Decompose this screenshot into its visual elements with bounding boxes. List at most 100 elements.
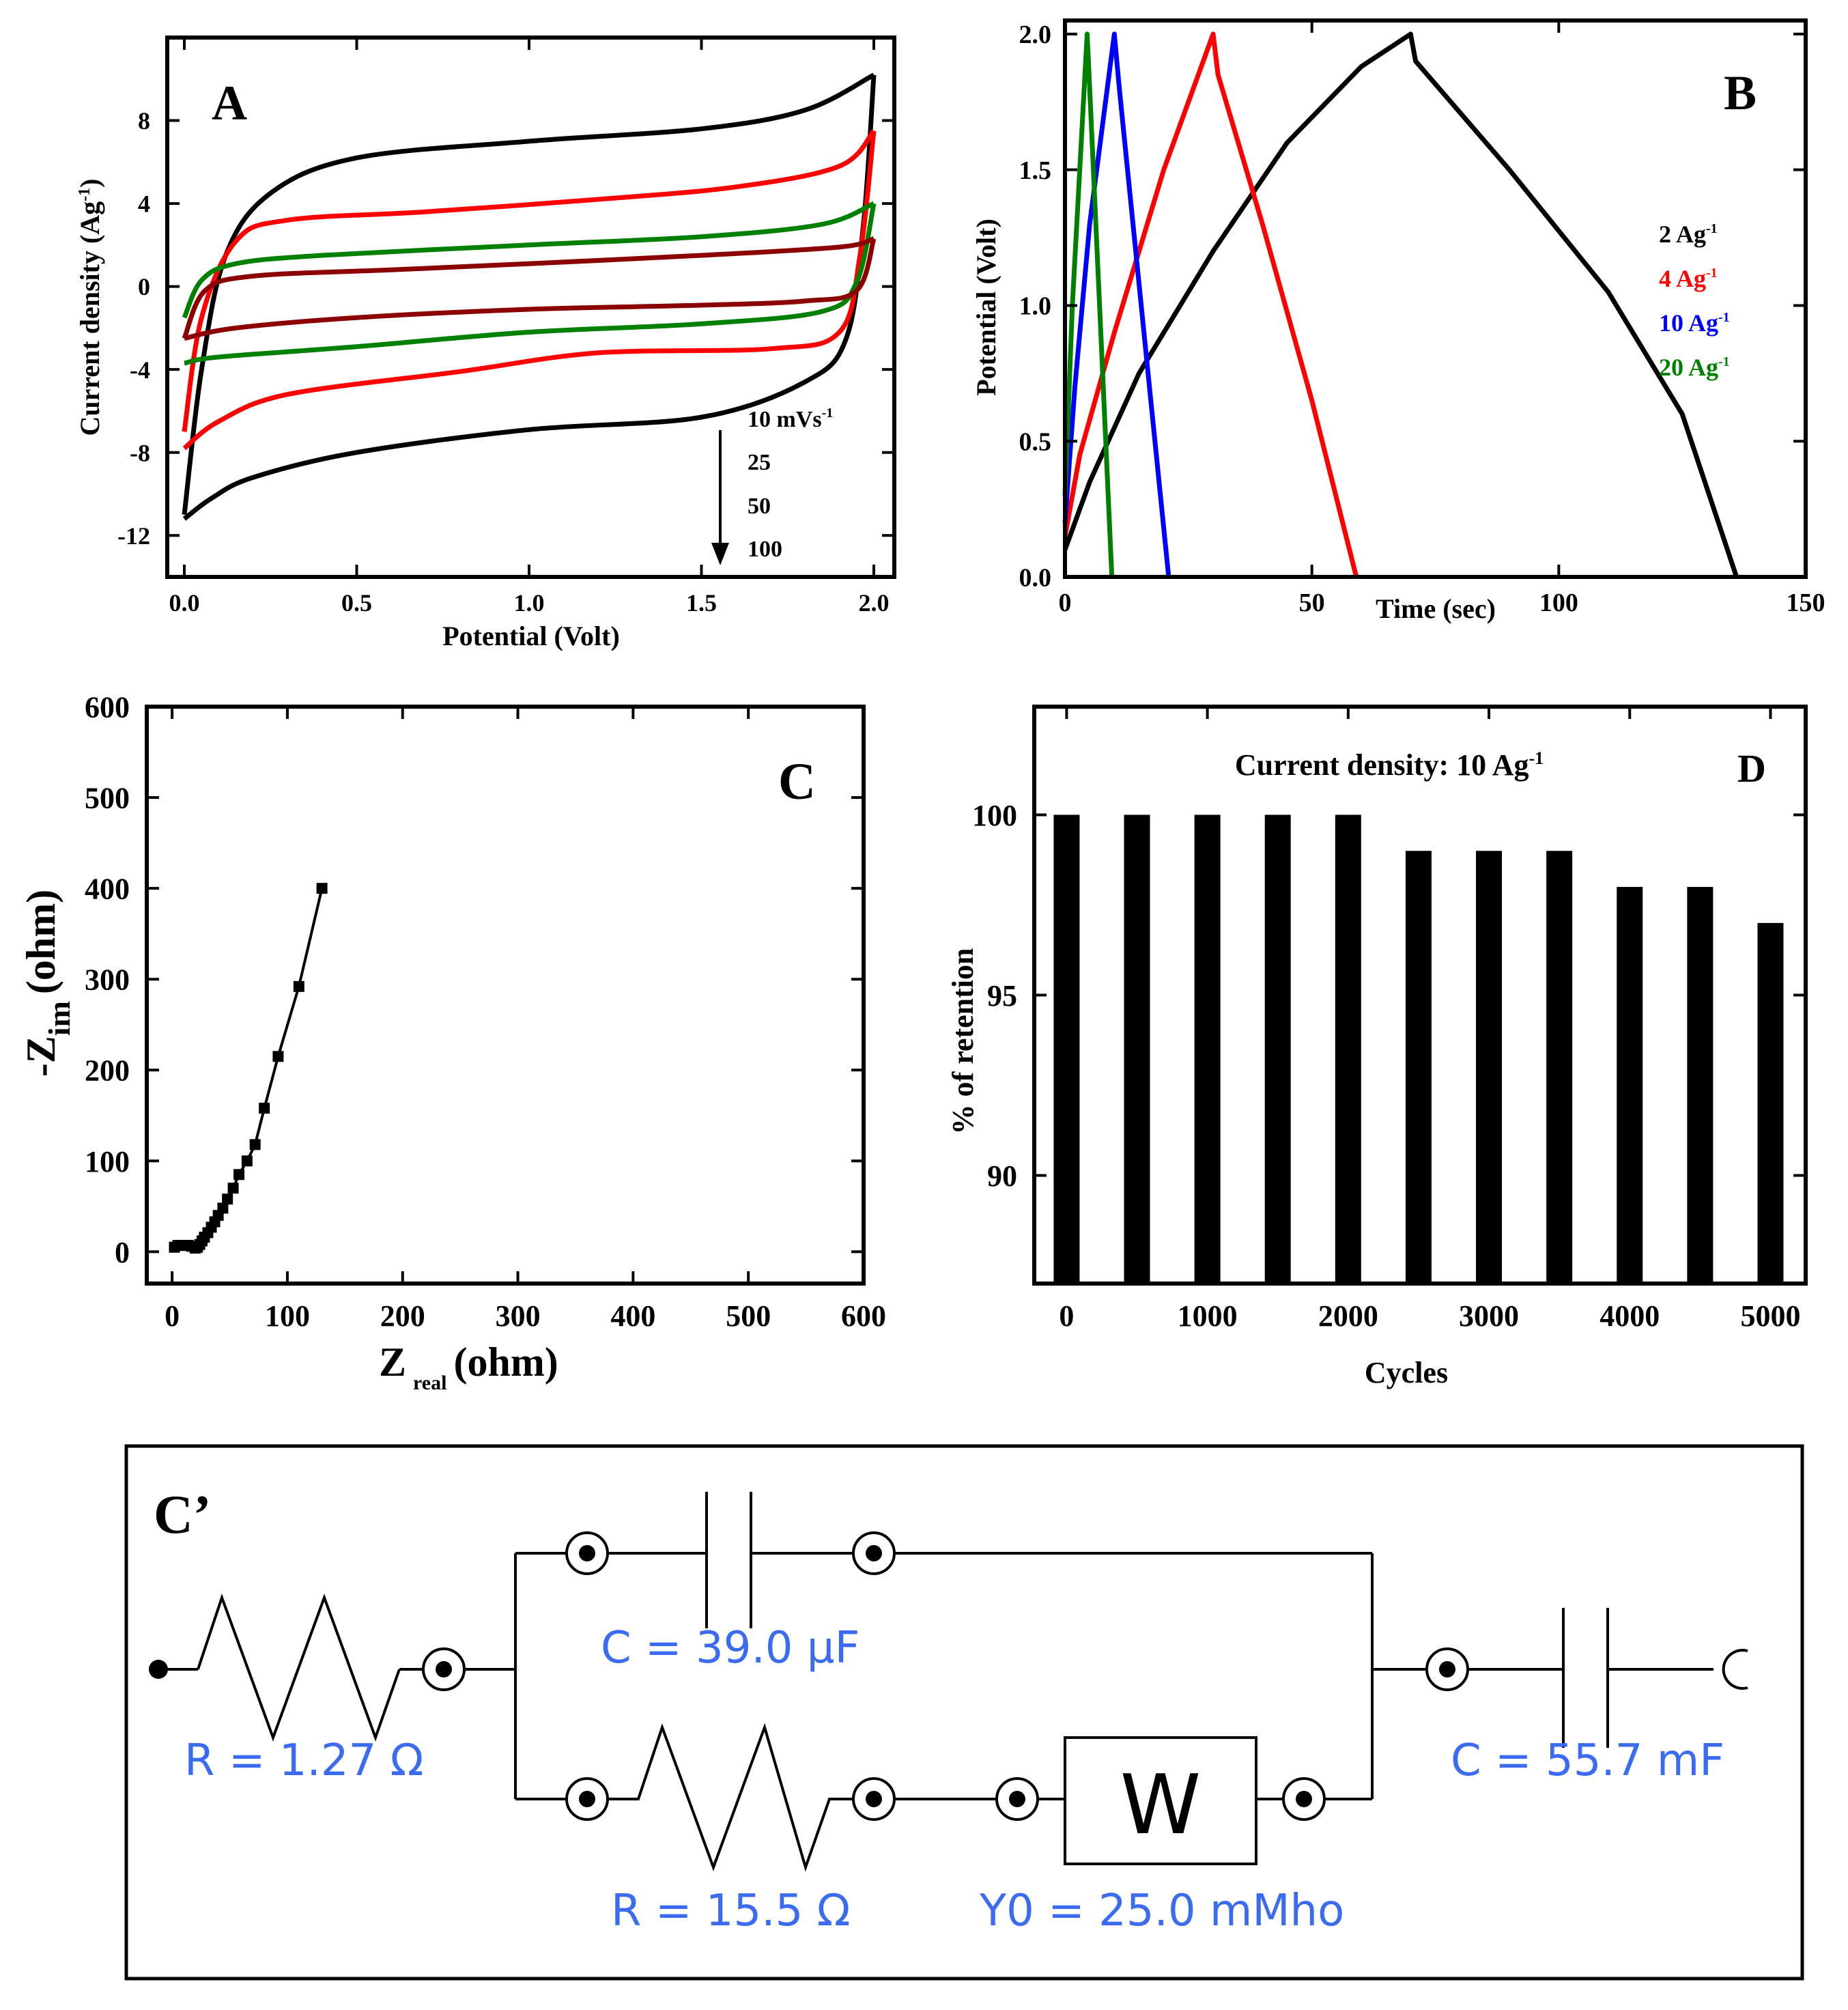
retention-bar [1617, 887, 1643, 1284]
cv-curve-50-cathodic [184, 203, 877, 366]
y-tick-label: 200 [85, 1054, 130, 1088]
x-tick-label: 5000 [1740, 1299, 1800, 1333]
circuit-node-dot [1296, 1791, 1312, 1807]
circuit-node-dot [436, 1661, 452, 1678]
y-tick-label: 0.5 [1019, 428, 1052, 457]
retention-bar [1757, 922, 1784, 1284]
panel-c: 0 100 200 300 400 500 600 0 100 200 300 400 500 600 C… [18, 690, 886, 1394]
nyquist-point [316, 883, 328, 894]
nyquist-point [217, 1202, 229, 1214]
y-tick-label: 0.0 [1019, 563, 1052, 592]
y-tick-label: 300 [85, 963, 130, 997]
y-tick-label: 8 [138, 107, 150, 135]
scan-rate-arrow-head [711, 543, 729, 565]
x-tick-label: 500 [726, 1299, 771, 1333]
panel-a-letter: A [212, 76, 247, 130]
x-tick-label: 50 [1299, 589, 1325, 617]
cv-curve-50-anodic [182, 201, 875, 319]
retention-bar [1124, 815, 1150, 1284]
panel-a: 0.0 0.5 1.0 1.5 2.0 -12 -8 -4 0 4 8 A Potential (V… [74, 36, 896, 651]
nyquist-point [241, 1155, 253, 1167]
y-tick-label: -12 [117, 522, 150, 550]
y-tick-label: 95 [987, 979, 1017, 1013]
equivalent-circuit: C’ [124, 1444, 1804, 1981]
y-tick-label: 100 [972, 799, 1017, 832]
panel-b-ylabel: Potential (Volt) [971, 218, 1001, 396]
retention-bar [1546, 851, 1573, 1284]
circuit-node-dot [1009, 1791, 1025, 1807]
circuit-node-dot [866, 1545, 882, 1561]
retention-bar [1405, 851, 1432, 1284]
y-tick-label: 1.5 [1019, 156, 1052, 185]
legend-entry: 10 Ag-1 [1659, 309, 1730, 337]
panel-a-annotation-2: 25 [748, 450, 771, 475]
x-tick-label: 400 [610, 1299, 655, 1333]
x-tick-label: 0.5 [341, 589, 372, 617]
panel-b-xlabel: Time (sec) [1376, 593, 1496, 624]
panel-d: 0 1000 2000 3000 4000 5000 90 95 100 D Current d… [946, 705, 1808, 1389]
cv-curve-25-anodic [182, 129, 876, 432]
x-tick-label: 1.5 [686, 589, 717, 617]
x-tick-label: 0 [1059, 589, 1072, 617]
circuit-output-terminal [1722, 1649, 1748, 1690]
nyquist-line [173, 888, 324, 1250]
y-tick-label: 1.0 [1019, 292, 1052, 321]
retention-bar [1053, 815, 1080, 1284]
x-tick-label: 3000 [1459, 1299, 1519, 1333]
x-tick-label: 0.0 [169, 589, 200, 617]
gcd-curve-4-Ag [1062, 31, 1359, 578]
y-tick-label: -4 [130, 356, 150, 384]
panel-c-frame [145, 705, 866, 1286]
resistor-r1 [197, 1593, 401, 1742]
y-tick-label: 0 [138, 273, 150, 300]
nyquist-point [259, 1103, 270, 1114]
x-tick-label: 600 [841, 1299, 886, 1333]
retention-bar [1476, 851, 1503, 1284]
nyquist-point [272, 1051, 284, 1062]
legend-entry: 2 Ag-1 [1659, 221, 1718, 248]
panel-a-annotation-4: 100 [748, 537, 782, 562]
circuit-node-dot [579, 1545, 595, 1561]
c2-value: C = 55.7 mF [1451, 1736, 1724, 1786]
retention-bar [1194, 815, 1221, 1284]
warburg-symbol: W [1120, 1758, 1202, 1853]
x-tick-label: 100 [1539, 589, 1578, 617]
cv-curve-10-mVs-1-anodic [182, 72, 875, 515]
legend-entry: 4 Ag-1 [1659, 265, 1718, 292]
legend-entry: 20 Ag-1 [1659, 354, 1730, 381]
w-value: Y0 = 25.0 mMho [979, 1886, 1344, 1936]
panel-d-ylabel: % of retention [946, 948, 980, 1135]
gcd-curve-10-Ag [1062, 31, 1171, 578]
panel-a-annotation-1: 10 mVs-1 [748, 406, 833, 432]
nyquist-point [222, 1193, 233, 1205]
x-tick-label: 0 [165, 1299, 180, 1333]
circuit-frame [124, 1444, 1804, 1981]
panel-a-annotation-3: 50 [748, 494, 771, 519]
gcd-curve-2-Ag [1062, 31, 1739, 578]
x-tick-label: 150 [1787, 589, 1825, 617]
x-tick-label: 2.0 [859, 589, 890, 617]
y-tick-label: -8 [130, 439, 150, 466]
x-tick-label: 1000 [1178, 1299, 1238, 1333]
y-tick-label: 100 [85, 1145, 130, 1178]
r2-value: R = 15.5 Ω [611, 1886, 851, 1936]
x-tick-label: 4000 [1600, 1299, 1660, 1333]
panel-c-ylabel: -Zim(ohm) [18, 890, 76, 1077]
panel-d-title: Current density: 10 Ag-1 [1235, 748, 1544, 782]
nyquist-point [293, 980, 304, 992]
nyquist-point [233, 1169, 245, 1180]
panel-a-frame [165, 36, 896, 579]
gcd-curve-20-Ag [1062, 31, 1115, 578]
c1-value: C = 39.0 μF [601, 1623, 859, 1673]
panel-b: 0 50 100 150 0.0 0.5 1.0 1.5 2.0 B Time (sec) Po… [971, 18, 1825, 624]
y-tick-label: 0 [115, 1236, 130, 1269]
retention-bar [1687, 887, 1714, 1284]
x-tick-label: 1.0 [514, 589, 545, 617]
x-tick-label: 100 [265, 1299, 310, 1333]
warburg-element [1064, 1736, 1257, 1865]
circuit-node-dot [866, 1791, 882, 1807]
cv-curve-100-anodic [182, 236, 875, 339]
x-tick-label: 2000 [1318, 1299, 1378, 1333]
circuit-label: C’ [154, 1485, 211, 1545]
